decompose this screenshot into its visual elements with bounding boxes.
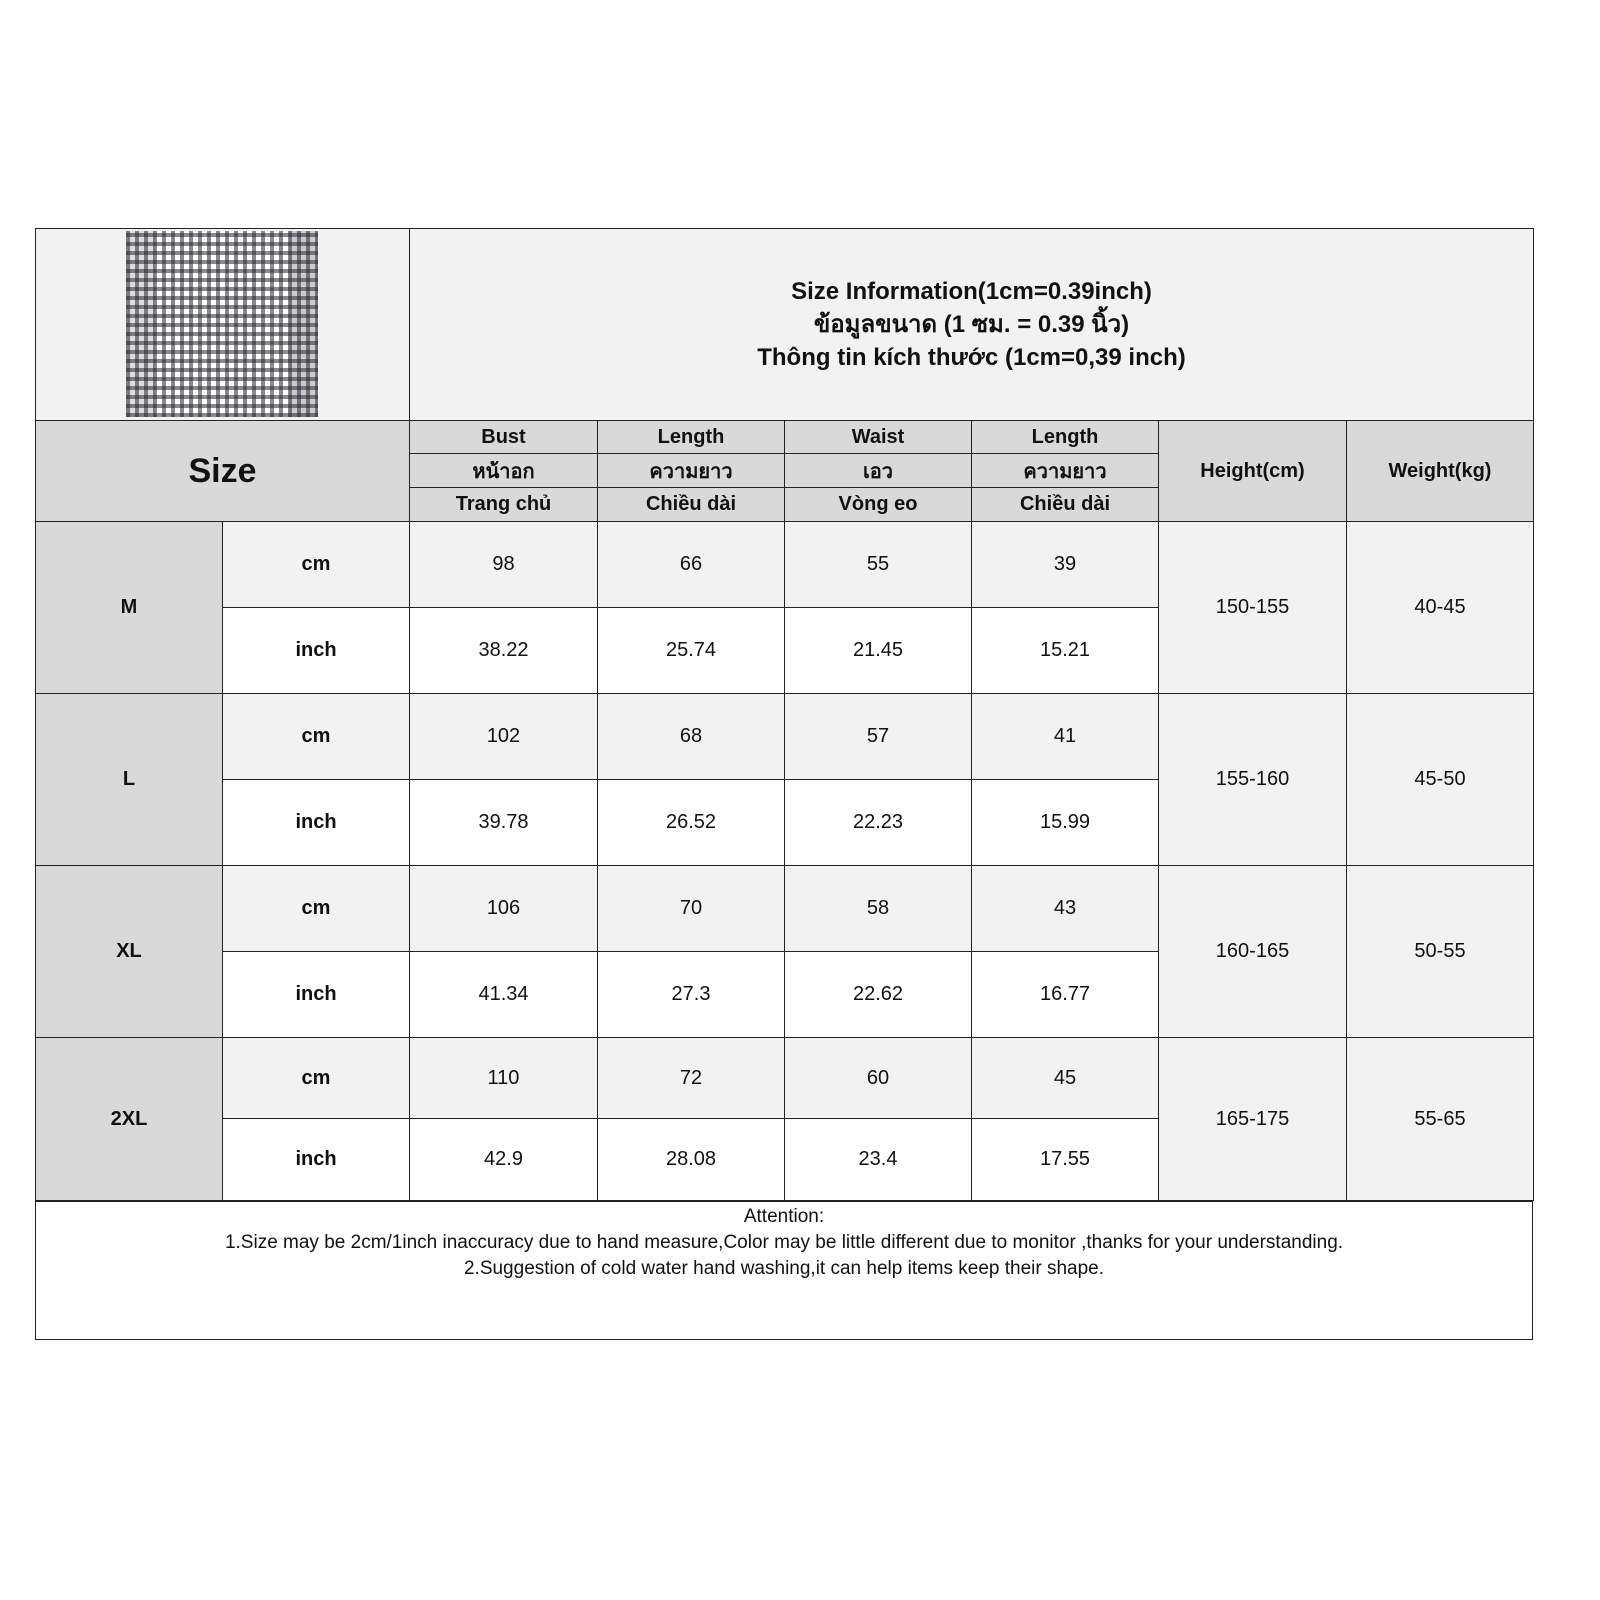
unit-inch: inch — [222, 607, 410, 694]
size-label: 2XL — [35, 1037, 223, 1201]
cm-value: 41 — [971, 693, 1159, 780]
title-line: Thông tin kích thước (1cm=0,39 inch) — [757, 344, 1186, 371]
cm-value: 66 — [597, 521, 785, 608]
column-header-en: Length — [597, 420, 785, 454]
column-header-en: Bust — [409, 420, 598, 454]
inch-value: 38.22 — [409, 607, 598, 694]
column-header-en: Waist — [784, 420, 972, 454]
weight-range: 50-55 — [1346, 865, 1534, 1038]
column-header-th: ความยาว — [971, 453, 1159, 488]
weight-range: 40-45 — [1346, 521, 1534, 694]
cm-value: 60 — [784, 1037, 972, 1119]
inch-value: 16.77 — [971, 951, 1159, 1038]
height-range: 165-175 — [1158, 1037, 1347, 1201]
inch-value: 26.52 — [597, 779, 785, 866]
cm-value: 43 — [971, 865, 1159, 952]
cm-value: 70 — [597, 865, 785, 952]
height-range: 160-165 — [1158, 865, 1347, 1038]
title-line: ข้อมูลขนาด (1 ซม. = 0.39 นิ้ว) — [813, 311, 1130, 338]
inch-value: 15.99 — [971, 779, 1159, 866]
cm-value: 102 — [409, 693, 598, 780]
unit-cm: cm — [222, 521, 410, 608]
inch-value: 22.62 — [784, 951, 972, 1038]
column-header-th: หน้าอก — [409, 453, 598, 488]
inch-value: 21.45 — [784, 607, 972, 694]
inch-value: 28.08 — [597, 1118, 785, 1201]
unit-inch: inch — [222, 1118, 410, 1201]
unit-cm: cm — [222, 1037, 410, 1119]
weight-header: Weight(kg) — [1346, 420, 1534, 522]
column-header-vi: Vòng eo — [784, 487, 972, 522]
cm-value: 106 — [409, 865, 598, 952]
size-label: L — [35, 693, 223, 866]
size-information-title: Size Information(1cm=0.39inch) ข้อมูลขนาด… — [409, 228, 1534, 421]
cm-value: 68 — [597, 693, 785, 780]
column-header-en: Length — [971, 420, 1159, 454]
cm-value: 45 — [971, 1037, 1159, 1119]
product-photo — [126, 231, 318, 417]
unit-cm: cm — [222, 693, 410, 780]
size-label: XL — [35, 865, 223, 1038]
notes-line-1: 1.Size may be 2cm/1inch inaccuracy due t… — [224, 1232, 1344, 1253]
cm-value: 58 — [784, 865, 972, 952]
cm-value: 55 — [784, 521, 972, 608]
title-line: Size Information(1cm=0.39inch) — [791, 278, 1152, 305]
inch-value: 17.55 — [971, 1118, 1159, 1201]
inch-value: 25.74 — [597, 607, 785, 694]
inch-value: 22.23 — [784, 779, 972, 866]
unit-cm: cm — [222, 865, 410, 952]
cm-value: 110 — [409, 1037, 598, 1119]
size-label: M — [35, 521, 223, 694]
notes-line-2: 2.Suggestion of cold water hand washing,… — [463, 1258, 1105, 1279]
column-header-vi: Chiều dài — [971, 487, 1159, 522]
cm-value: 98 — [409, 521, 598, 608]
cm-value: 72 — [597, 1037, 785, 1119]
inch-value: 15.21 — [971, 607, 1159, 694]
inch-value: 41.34 — [409, 951, 598, 1038]
cm-value: 39 — [971, 521, 1159, 608]
inch-value: 23.4 — [784, 1118, 972, 1201]
column-header-vi: Trang chủ — [409, 487, 598, 522]
inch-value: 27.3 — [597, 951, 785, 1038]
size-header: Size — [35, 420, 410, 522]
attention-notes: Attention: 1.Size may be 2cm/1inch inacc… — [35, 1200, 1533, 1340]
unit-inch: inch — [222, 779, 410, 866]
column-header-th: เอว — [784, 453, 972, 488]
inch-value: 39.78 — [409, 779, 598, 866]
cm-value: 57 — [784, 693, 972, 780]
column-header-th: ความยาว — [597, 453, 785, 488]
unit-inch: inch — [222, 951, 410, 1038]
weight-range: 55-65 — [1346, 1037, 1534, 1201]
column-header-vi: Chiều dài — [597, 487, 785, 522]
height-range: 150-155 — [1158, 521, 1347, 694]
height-range: 155-160 — [1158, 693, 1347, 866]
weight-range: 45-50 — [1346, 693, 1534, 866]
inch-value: 42.9 — [409, 1118, 598, 1201]
height-header: Height(cm) — [1158, 420, 1347, 522]
notes-heading: Attention: — [743, 1206, 825, 1227]
